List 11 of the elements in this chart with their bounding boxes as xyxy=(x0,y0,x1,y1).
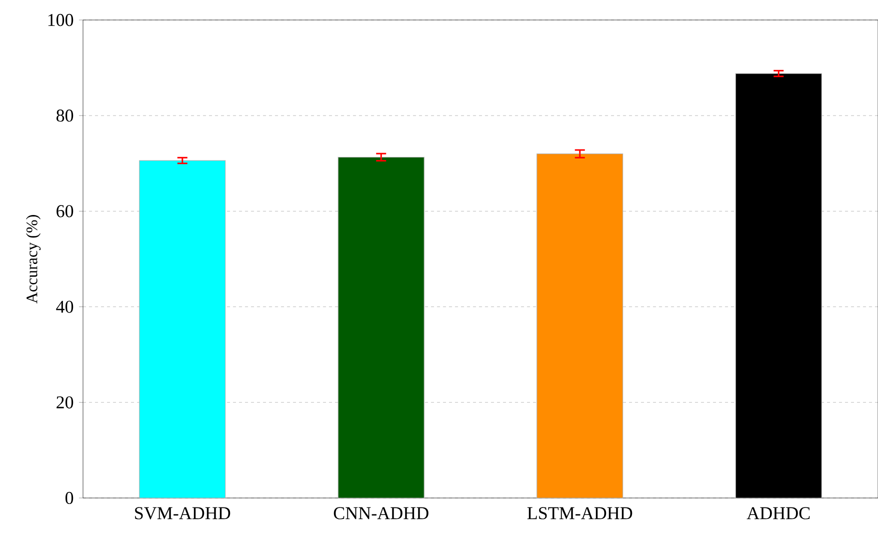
y-tick-label: 20 xyxy=(56,396,74,408)
y-tick-label: 0 xyxy=(66,492,74,504)
x-tick-label: ADHDC xyxy=(746,507,810,520)
y-tick-label: 100 xyxy=(48,14,74,26)
x-tick-label: CNN-ADHD xyxy=(334,507,428,520)
y-axis-title: Accuracy (%) xyxy=(26,215,41,304)
y-tick-label: 80 xyxy=(56,110,74,122)
y-tick-label: 60 xyxy=(56,205,74,218)
x-tick-label: SVM-ADHD xyxy=(135,507,230,520)
x-tick-label: LSTM-ADHD xyxy=(527,507,632,520)
y-tick-label: 40 xyxy=(56,300,74,313)
